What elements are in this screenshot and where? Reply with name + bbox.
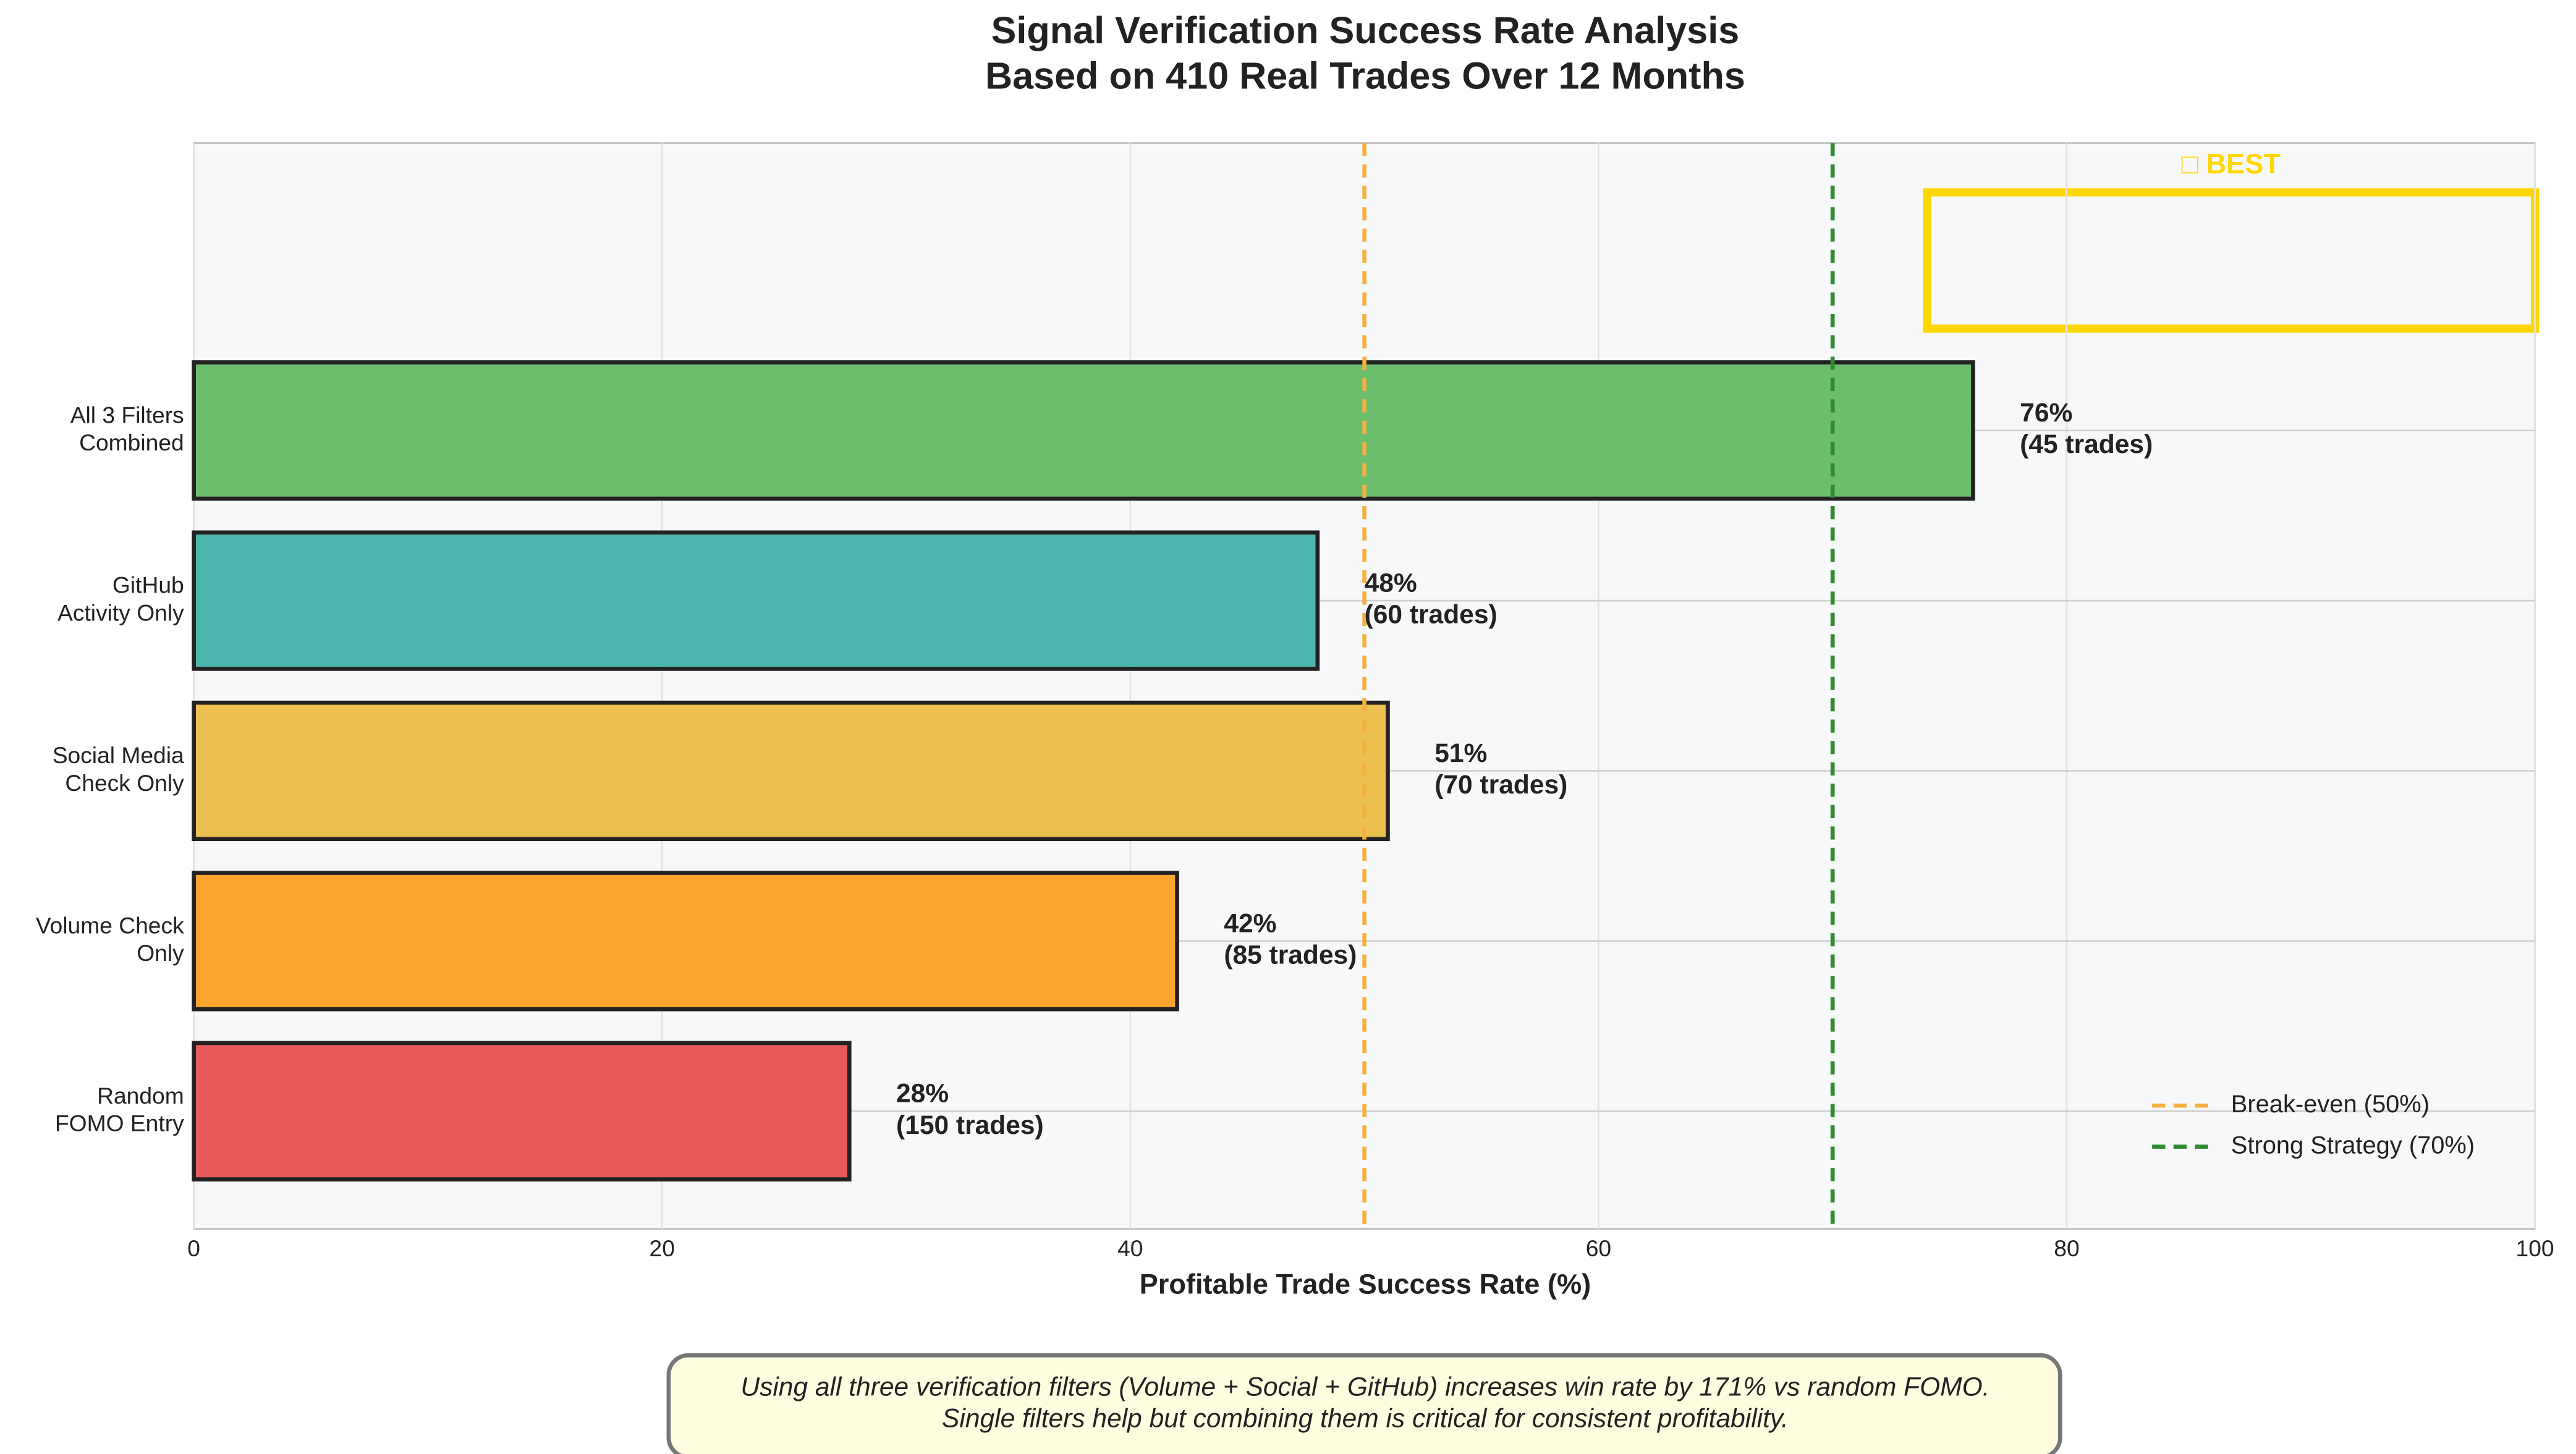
y-tick-label: Volume Check Only	[36, 912, 184, 966]
bar	[192, 360, 1975, 501]
legend-label: Break-even (50%)	[2231, 1091, 2430, 1118]
x-tick-label: 60	[1586, 1235, 1611, 1261]
y-tick-label: Social Media Check Only	[53, 742, 184, 796]
note-box	[666, 1353, 2062, 1454]
value-label: 48% (60 trades)	[1365, 568, 1498, 630]
y-tick-label: All 3 Filters Combined	[70, 402, 184, 455]
x-tick-label: 0	[187, 1235, 200, 1261]
y-tick-label: GitHub Activity Only	[57, 572, 184, 626]
x-tick-label: 80	[2054, 1235, 2079, 1261]
note: Using all three verification filters (Vo…	[740, 1372, 1989, 1434]
x-axis-label: Profitable Trade Success Rate (%)	[1140, 1269, 1591, 1300]
y-tick-label: Random FOMO Entry	[55, 1083, 184, 1136]
bar	[192, 1041, 852, 1181]
bar	[192, 871, 1179, 1012]
x-tick-label: 40	[1117, 1235, 1143, 1261]
annotation: □ BEST	[2182, 148, 2281, 180]
bar	[192, 700, 1390, 842]
chart-title: Signal Verification Success Rate Analysi…	[985, 9, 1745, 96]
value-label: 51% (70 trades)	[1434, 738, 1567, 800]
x-tick-label: 100	[2516, 1235, 2554, 1261]
value-label: 28% (150 trades)	[896, 1079, 1044, 1140]
bar	[192, 530, 1320, 671]
value-label: 42% (85 trades)	[1224, 909, 1357, 970]
legend-label: Strong Strategy (70%)	[2231, 1131, 2475, 1159]
value-label: 76% (45 trades)	[2020, 398, 2153, 459]
x-tick-label: 20	[650, 1235, 675, 1261]
